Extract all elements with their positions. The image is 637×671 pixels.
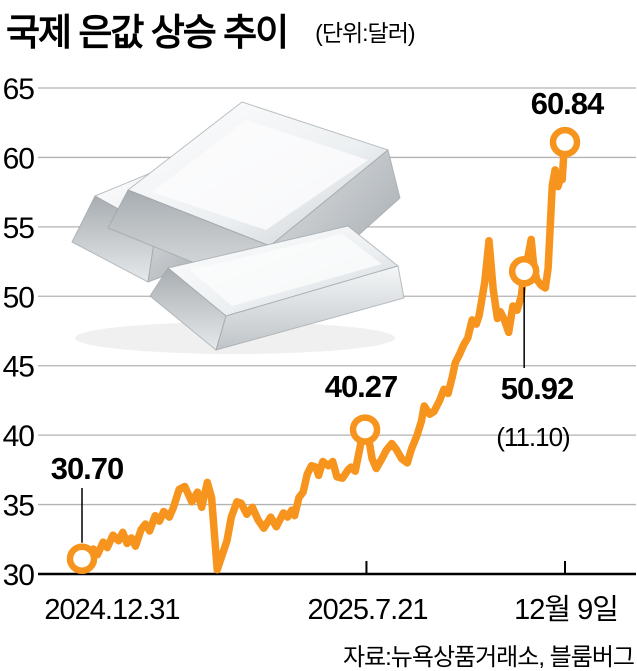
unit-label: (단위:달러)	[315, 19, 415, 46]
y-tick-label: 60	[3, 142, 35, 175]
price-line	[78, 138, 569, 574]
page-title: 국제 은값 상승 추이	[6, 12, 289, 53]
y-tick-label: 55	[3, 212, 35, 245]
chart-header: 국제 은값 상승 추이 (단위:달러)	[6, 2, 416, 56]
x-tick-label: 2024.12.31	[44, 594, 179, 626]
annotation-date: (11.10)	[496, 422, 570, 452]
series-layer	[78, 138, 569, 574]
x-tick-label: 12월 9일	[514, 593, 618, 626]
source-note: 자료:뉴욕상품거래소, 블룸버그	[342, 644, 635, 671]
annotation-value: 60.84	[531, 86, 605, 121]
y-tick-label: 40	[3, 420, 35, 453]
annotation-layer: 30.70 40.27 50.92 (11.10) 60.84	[51, 86, 606, 574]
annotation-value: 30.70	[51, 451, 124, 486]
y-tick-label: 50	[3, 281, 35, 314]
silver-bars-icon	[71, 101, 405, 354]
data-point-marker	[66, 543, 98, 574]
y-tick-label: 30	[3, 559, 35, 592]
annotation-value: 40.27	[325, 369, 398, 404]
data-point-marker	[508, 256, 540, 287]
annotation-value: 50.92	[501, 371, 574, 406]
data-point-marker	[549, 126, 581, 158]
data-point-marker	[349, 414, 381, 445]
y-tick-label: 65	[3, 73, 35, 106]
x-tick-label: 2025.7.21	[307, 594, 427, 626]
y-tick-label: 45	[3, 351, 35, 384]
y-tick-label: 35	[3, 490, 35, 523]
